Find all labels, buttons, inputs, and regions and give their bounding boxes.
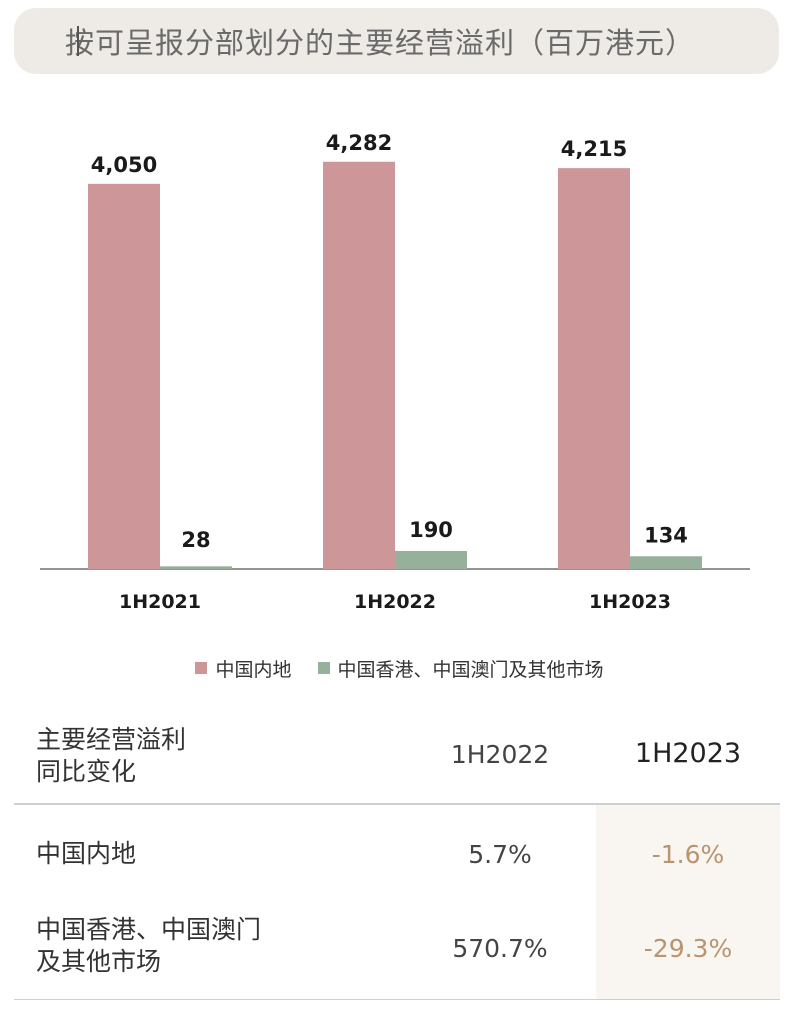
legend-swatch-mainland [195, 662, 208, 674]
text-cursor [77, 26, 79, 56]
bar-1H2022-series-1 [323, 161, 395, 570]
legend-label-mainland: 中国内地 [215, 658, 292, 681]
bar-1H2021-series-1 [88, 183, 160, 569]
legend-item-mainland: 中国内地 [195, 655, 292, 682]
data-label-1H2021-series-2: 28 [181, 528, 210, 552]
row-value-1h2023: -29.3% [643, 934, 733, 963]
header-label-line2: 同比变化 [36, 757, 137, 786]
row-label: 中国香港、中国澳门 及其他市场 [36, 914, 261, 978]
row-label-line1: 中国香港、中国澳门 [36, 915, 262, 944]
chart-title: 按可呈报分部划分的主要经营溢利（百万港元） [65, 26, 696, 60]
header-col-1h2022: 1H2022 [450, 740, 550, 769]
header-label-line1: 主要经营溢利 [36, 725, 187, 754]
bar-1H2022-series-2 [395, 550, 467, 569]
title-bar: 按可呈报分部划分的主要经营溢利（百万港元） [14, 8, 779, 74]
table-row: 中国香港、中国澳门 及其他市场 570.7% -29.3% [0, 900, 799, 1000]
table-row: 中国内地 5.7% -1.6% [0, 804, 799, 900]
row-label-line2: 及其他市场 [36, 947, 162, 976]
data-label-1H2023-series-1: 4,215 [561, 137, 627, 161]
bar-1H2021-series-2 [160, 566, 232, 569]
data-label-1H2021-series-1: 4,050 [91, 153, 157, 177]
legend-item-hk-macau: 中国香港、中国澳门及其他市场 [317, 655, 604, 682]
row-value-1h2023: -1.6% [651, 840, 725, 869]
bar-chart: 4,050 28 1H2021 4,282 190 1H2022 4,215 134 1H202… [40, 131, 750, 613]
bar-1H2023-series-2 [630, 556, 702, 569]
table-bottom-rule [14, 999, 780, 1000]
data-label-1H2022-series-2: 190 [409, 518, 453, 542]
row-value-1h2022: 570.7% [452, 934, 548, 963]
table-header: 主要经营溢利 同比变化 1H2022 1H2023 [0, 712, 799, 804]
bar-1H2023-series-1 [558, 168, 630, 569]
header-label: 主要经营溢利 同比变化 [36, 724, 186, 788]
row-value-1h2022: 5.7% [468, 840, 532, 869]
row-label: 中国内地 [36, 839, 137, 868]
x-tick-label-1H2022: 1H2022 [354, 591, 436, 613]
header-col-1h2023: 1H2023 [634, 738, 742, 769]
data-label-1H2023-series-2: 134 [644, 523, 688, 547]
x-tick-label-1H2021: 1H2021 [119, 591, 201, 613]
data-label-1H2022-series-1: 4,282 [326, 131, 392, 155]
chart-legend: 中国内地 中国香港、中国澳门及其他市场 [0, 654, 799, 682]
legend-label-hk-macau: 中国香港、中国澳门及其他市场 [337, 658, 604, 681]
highlight-column-1h2023 [596, 804, 780, 1000]
header-divider [14, 803, 780, 805]
legend-swatch-hk-macau [317, 662, 330, 674]
x-tick-label-1H2023: 1H2023 [589, 591, 671, 613]
